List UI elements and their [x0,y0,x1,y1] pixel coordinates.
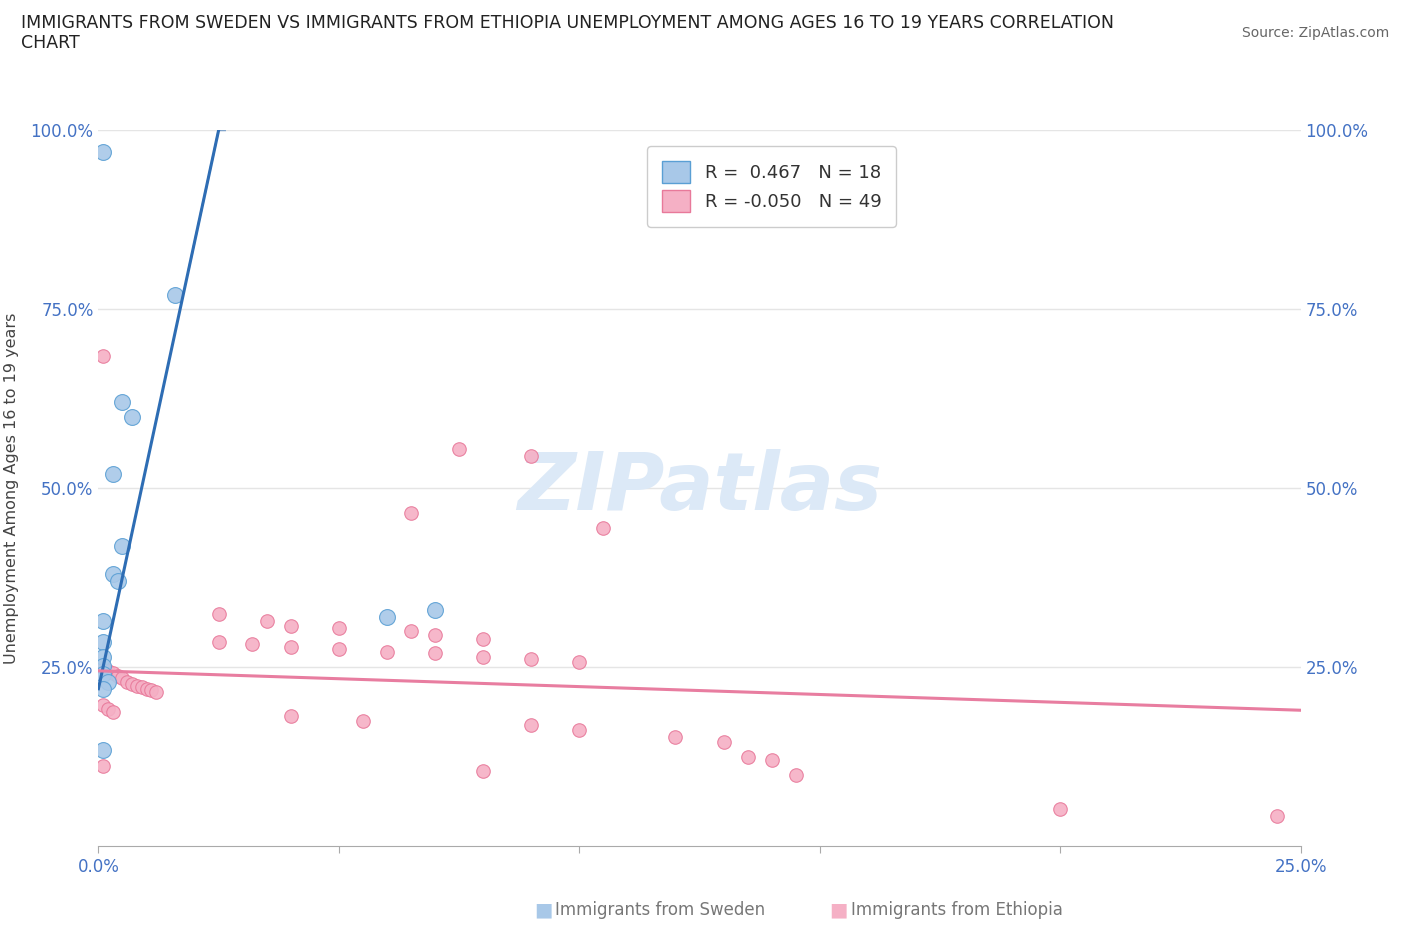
Point [91,759,114,774]
Point [97,701,120,716]
Point [91,667,114,682]
Point [423,628,446,643]
Point [91,649,114,664]
Point [520,651,543,666]
Point [472,764,495,778]
Point [131,680,153,695]
Point [107,574,129,589]
Point [520,717,543,732]
Point [423,645,446,660]
Point [107,669,129,684]
Point [91,349,114,364]
Point [280,640,302,655]
Point [399,506,422,521]
Point [568,654,591,669]
Point [713,735,735,750]
Point [423,603,446,618]
Text: Immigrants from Ethiopia: Immigrants from Ethiopia [830,900,1063,919]
Point [91,613,114,628]
Text: CHART: CHART [21,34,80,52]
Point [375,610,398,625]
Point [785,767,807,782]
Point [208,635,231,650]
Point [141,683,163,698]
Point [328,620,350,635]
Point [121,409,143,424]
Text: Immigrants from Sweden: Immigrants from Sweden [534,900,765,919]
Point [280,618,302,633]
Point [328,642,350,657]
Legend: R =  0.467   N = 18, R = -0.050   N = 49: R = 0.467 N = 18, R = -0.050 N = 49 [647,146,896,227]
Point [472,649,495,664]
Point [664,730,686,745]
Point [737,750,759,764]
Point [568,722,591,737]
Point [520,448,543,463]
Point [165,287,187,302]
Point [101,467,124,482]
Point [761,753,783,768]
Point [91,635,114,650]
Point [208,606,231,621]
Point [101,566,124,581]
Point [111,538,134,553]
Point [97,674,120,689]
Point [145,684,167,699]
Point [97,663,120,678]
Point [91,698,114,712]
Text: ■: ■ [830,900,848,919]
Text: ■: ■ [534,900,553,919]
Point [111,395,134,410]
Point [111,671,134,685]
Point [1265,809,1288,824]
Point [472,631,495,646]
Point [101,704,124,719]
Point [121,677,143,692]
Point [375,644,398,659]
Point [91,682,114,697]
Point [399,624,422,639]
Point [91,144,114,159]
Point [135,682,157,697]
Point [256,613,278,628]
Y-axis label: Unemployment Among Ages 16 to 19 years: Unemployment Among Ages 16 to 19 years [4,312,20,664]
Text: ZIPatlas: ZIPatlas [517,449,882,527]
Point [1049,802,1071,817]
Point [91,660,114,675]
Text: Source: ZipAtlas.com: Source: ZipAtlas.com [1241,26,1389,40]
Text: IMMIGRANTS FROM SWEDEN VS IMMIGRANTS FROM ETHIOPIA UNEMPLOYMENT AMONG AGES 16 TO: IMMIGRANTS FROM SWEDEN VS IMMIGRANTS FRO… [21,14,1114,32]
Point [125,679,148,694]
Point [592,520,614,535]
Point [352,713,374,728]
Point [101,666,124,681]
Point [91,742,114,757]
Point [240,637,263,652]
Point [91,658,114,673]
Point [280,709,302,724]
Point [447,442,470,457]
Point [117,674,139,689]
